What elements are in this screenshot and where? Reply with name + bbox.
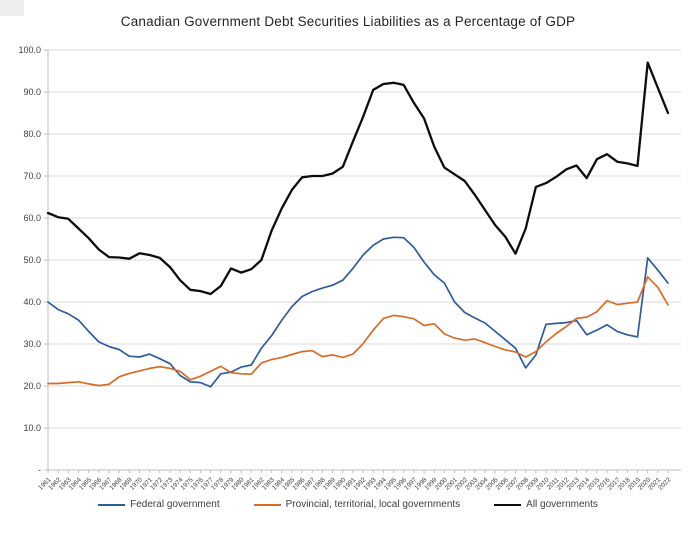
y-tick-label: 20.0 (23, 381, 41, 391)
legend-label-all: All governments (526, 499, 598, 510)
all-governments-line-swatch-icon (494, 503, 522, 506)
y-tick-label: 30.0 (23, 339, 41, 349)
series-line-2 (46, 61, 670, 296)
legend-item-provincial: Provincial, territorial, local governmen… (253, 499, 461, 510)
y-tick-label: 80.0 (23, 129, 41, 139)
series-line-1 (47, 275, 669, 387)
y-tick-label: 70.0 (23, 171, 41, 181)
scan-artifact (0, 0, 24, 16)
y-tick-label: 60.0 (23, 213, 41, 223)
provincial-line-swatch-icon (253, 503, 281, 506)
series-line-0 (47, 236, 669, 388)
y-tick-label: 40.0 (23, 297, 41, 307)
federal-line-swatch-icon (98, 503, 126, 506)
y-tick-label: 100.0 (18, 45, 41, 55)
y-tick-label: 50.0 (23, 255, 41, 265)
chart-title: Canadian Government Debt Securities Liab… (120, 14, 576, 29)
y-tick-label: 10.0 (23, 423, 41, 433)
y-tick-label: - (38, 465, 41, 475)
legend-item-federal: Federal government (98, 499, 220, 510)
x-tick-label: 2022 (657, 476, 672, 491)
chart-legend: Federal government Provincial, territori… (0, 499, 696, 510)
legend-label-federal: Federal government (130, 499, 220, 510)
y-tick-label: 90.0 (23, 87, 41, 97)
legend-item-all: All governments (494, 499, 598, 510)
legend-label-provincial: Provincial, territorial, local governmen… (285, 499, 461, 510)
